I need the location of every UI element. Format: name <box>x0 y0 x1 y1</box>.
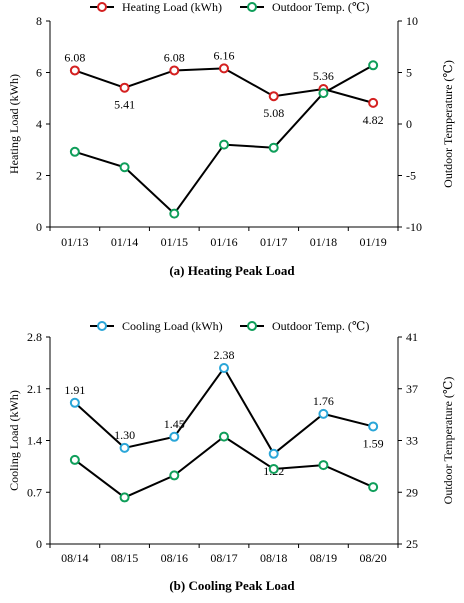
x-tick-label: 01/18 <box>310 235 337 249</box>
x-tick-label: 01/15 <box>161 235 188 249</box>
data-label: 5.36 <box>313 69 334 83</box>
data-label: 1.45 <box>164 417 185 431</box>
data-point <box>169 431 180 442</box>
heating-chart: 0 2 4 6 8 -10 -5 0 5 10 01/13 01/14 01/15 01/16 01/17 0… <box>7 0 455 278</box>
y2-tick-label: -10 <box>406 220 422 234</box>
data-point <box>119 162 130 173</box>
y-tick-label: 0.7 <box>27 485 42 499</box>
x-tick-label: 08/14 <box>61 551 88 565</box>
x-tick-label: 08/20 <box>359 551 386 565</box>
y-axis-title: Heating Load (kWh) <box>7 74 21 174</box>
y2-tick-label: 29 <box>406 485 418 499</box>
y2-tick-label: 25 <box>406 537 418 551</box>
y-axis-title: Cooling Load (kWh) <box>7 390 21 491</box>
data-label: 2.38 <box>214 348 235 362</box>
x-tick-label: 08/18 <box>260 551 287 565</box>
x-tick-label: 08/17 <box>210 551 237 565</box>
y-tick-label: 6 <box>36 66 42 80</box>
data-point <box>69 65 80 76</box>
x-tick-label: 08/15 <box>111 551 138 565</box>
x-tick-label: 01/19 <box>359 235 386 249</box>
cooling-chart: 0 0.7 1.4 2.1 2.8 25 29 33 37 41 08/14 08/15 08/16 08… <box>7 319 455 593</box>
data-point <box>219 63 229 74</box>
y-tick-label: 4 <box>36 117 42 131</box>
data-point <box>368 60 379 71</box>
data-point <box>318 460 329 471</box>
legend-label: Cooling Load (kWh) <box>122 319 223 333</box>
y2-tick-label: -5 <box>406 169 416 183</box>
legend-marker <box>97 321 107 331</box>
x-tick-label: 01/13 <box>61 235 88 249</box>
data-point <box>268 91 279 102</box>
legend-marker <box>97 2 107 12</box>
legend-marker <box>247 321 257 331</box>
data-point <box>219 363 229 374</box>
data-point <box>318 88 329 99</box>
data-point <box>169 65 180 76</box>
data-label: 6.08 <box>164 50 185 64</box>
y-tick-label: 2 <box>36 169 42 183</box>
y2-tick-label: 0 <box>406 117 412 131</box>
y2-axis-title: Outdoor Temperature (℃) <box>441 377 455 505</box>
data-label: 1.30 <box>114 428 135 442</box>
legend-label: Outdoor Temp. (℃) <box>272 319 369 333</box>
data-point <box>318 408 329 419</box>
x-tick-label: 01/14 <box>111 235 138 249</box>
series-line <box>74 435 374 499</box>
legend-label: Outdoor Temp. (℃) <box>272 0 369 14</box>
data-point <box>69 397 80 408</box>
y2-axis-title: Outdoor Temperature (℃) <box>441 60 455 188</box>
y-tick-label: 2.1 <box>27 382 42 396</box>
x-tick-label: 01/17 <box>260 235 287 249</box>
data-label: 6.16 <box>214 48 235 62</box>
data-point <box>119 82 130 93</box>
y-tick-label: 0 <box>36 537 42 551</box>
data-point <box>268 463 279 474</box>
y2-tick-label: 33 <box>406 434 418 448</box>
chart-caption: (a) Heating Peak Load <box>169 263 295 278</box>
data-point <box>169 208 180 219</box>
data-point <box>69 146 80 157</box>
data-label: 1.59 <box>363 436 384 450</box>
data-point <box>268 142 279 153</box>
y2-tick-label: 5 <box>406 66 412 80</box>
y-tick-label: 8 <box>36 14 42 28</box>
data-point <box>219 431 229 442</box>
data-point <box>368 97 379 108</box>
legend-label: Heating Load (kWh) <box>122 0 222 14</box>
x-tick-label: 08/16 <box>161 551 188 565</box>
data-label: 1.76 <box>313 394 334 408</box>
data-point <box>219 139 229 150</box>
y-tick-label: 2.8 <box>27 330 42 344</box>
x-tick-label: 01/16 <box>210 235 237 249</box>
x-tick-label: 08/19 <box>310 551 337 565</box>
y-tick-label: 0 <box>36 220 42 234</box>
legend-marker <box>247 2 257 12</box>
y-tick-label: 1.4 <box>27 434 42 448</box>
data-label: 5.41 <box>114 98 135 112</box>
data-label: 6.08 <box>64 50 85 64</box>
y2-tick-label: 10 <box>406 14 418 28</box>
data-label: 5.08 <box>263 106 284 120</box>
y2-tick-label: 41 <box>406 330 418 344</box>
data-point <box>368 421 379 432</box>
data-point <box>268 448 279 459</box>
data-label: 1.91 <box>64 383 85 397</box>
data-point <box>169 470 180 481</box>
data-label: 4.82 <box>363 113 384 127</box>
chart-caption: (b) Cooling Peak Load <box>169 578 295 593</box>
data-point <box>368 482 379 493</box>
data-point <box>69 454 80 465</box>
y2-tick-label: 37 <box>406 382 418 396</box>
data-point <box>119 492 130 503</box>
data-point <box>119 442 130 453</box>
